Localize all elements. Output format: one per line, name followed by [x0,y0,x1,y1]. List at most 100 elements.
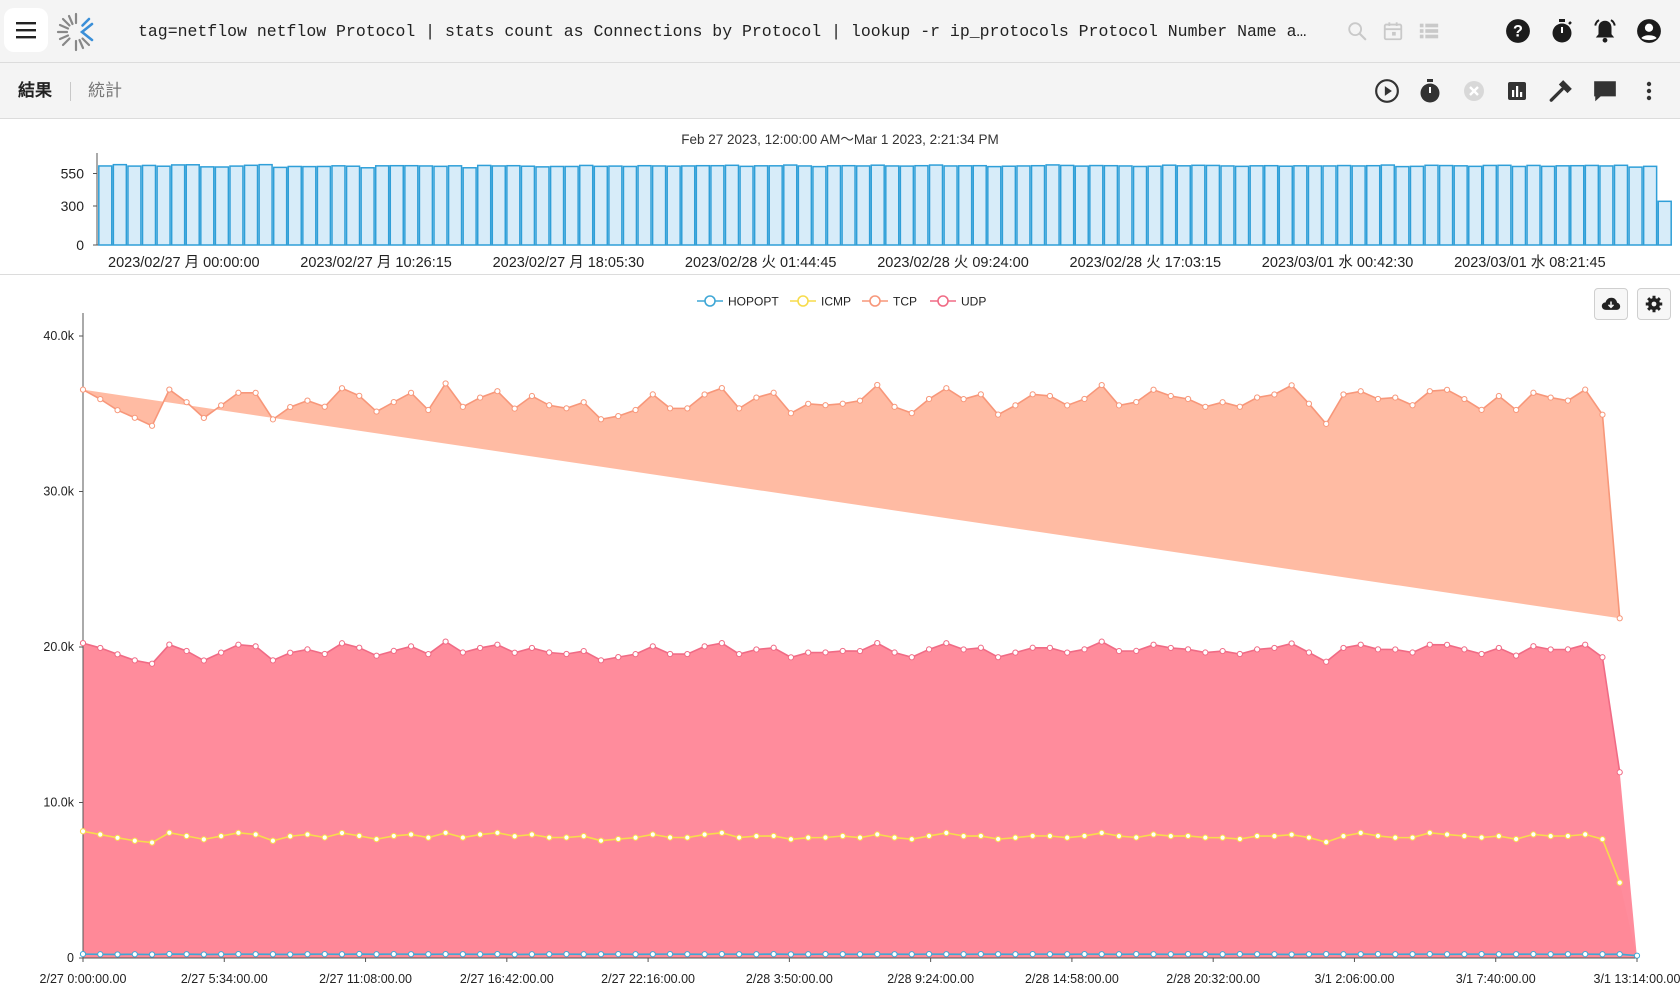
overview-bar [1205,164,1221,246]
icmp-point [477,831,484,838]
overview-bar [302,165,317,246]
hopopt-point [546,951,553,958]
overview-bar [841,164,856,246]
tcp-point [546,402,553,409]
account-icon[interactable] [1635,17,1663,45]
tcp-point [477,394,484,401]
tcp-point [701,391,708,398]
calendar-icon[interactable] [1380,18,1406,44]
overview-bar [739,165,754,246]
overview-bar [404,164,419,246]
overview-bar [1016,165,1031,246]
udp-point [356,644,363,651]
udp-point [1202,649,1209,656]
play-icon[interactable] [1372,76,1402,106]
hopopt-point [183,951,190,958]
bar-chart-icon[interactable] [1502,76,1532,106]
udp-point [425,651,432,658]
udp-point [1064,649,1071,656]
icmp-point [960,832,967,840]
icmp-point [252,831,259,838]
icmp-point [839,832,846,840]
query-text[interactable]: tag=netflow netflow Protocol | stats cou… [138,22,1308,41]
overview-bar [1409,165,1425,246]
tab-results[interactable]: 結果 [18,81,52,100]
overview-bar [272,166,288,246]
hamburger-menu-icon[interactable] [4,8,48,52]
overview-bar [666,165,681,246]
udp-point [1495,644,1502,652]
overview-histogram[interactable]: 550 300 0 2023/02/27 月 00:00:00 2023/02/27 月… [0,119,1680,274]
tab-stats[interactable]: 統計 [88,81,122,100]
hopopt-point [1582,951,1589,958]
hammer-icon[interactable] [1546,76,1576,106]
udp-point [1323,658,1330,665]
cloud-download-icon[interactable] [1594,288,1628,320]
hopopt-point [1271,951,1278,958]
udp-point [1081,646,1088,653]
udp-point [753,646,760,653]
tcp-point [1115,402,1123,409]
udp-point [390,647,397,654]
legend-marker [869,295,881,307]
hopopt-point [218,951,225,958]
hopopt-point [874,951,881,958]
tcp-point [597,416,605,423]
cancel-icon[interactable] [1459,76,1489,106]
udp-point [79,640,87,647]
hopopt-point [1046,951,1054,958]
x-tick-label: 2/27 0:00:00.00 [40,972,127,986]
overview-bar [506,164,521,246]
hopopt-point [753,951,760,958]
udp-point [1167,644,1174,652]
help-icon[interactable]: ? [1504,17,1532,45]
tcp-point [995,411,1002,418]
tcp-point [356,392,363,399]
hopopt-point [131,951,138,958]
hopopt-point [701,951,708,958]
icmp-point [995,836,1002,843]
overview-bar [1599,165,1614,246]
notifications-bell-icon[interactable] [1591,17,1619,45]
overview-bar [1045,164,1060,246]
udp-point [1409,649,1416,656]
stopwatch-icon[interactable] [1415,76,1445,106]
udp-point [442,638,449,645]
udp-point [580,647,587,655]
gravwell-logo-icon[interactable] [54,10,98,54]
udp-point [338,640,346,647]
comment-icon[interactable] [1590,76,1620,106]
hopopt-point [856,951,864,958]
icmp-point [701,831,708,838]
udp-point [563,650,570,658]
search-icon[interactable] [1344,18,1370,44]
udp-point [1392,646,1399,653]
legend-label: HOPOPT [728,295,779,309]
list-icon[interactable] [1416,18,1442,44]
udp-point [770,644,777,651]
timer-icon[interactable] [1548,17,1576,45]
overview-bar [141,164,157,246]
overview-bar [170,164,186,246]
icmp-point [597,837,605,844]
icmp-point [97,831,104,838]
tcp-point [1495,392,1502,400]
gear-icon[interactable] [1637,288,1671,320]
more-vert-icon[interactable] [1634,76,1664,106]
hopopt-point [1443,951,1451,958]
tcp-point [321,403,328,410]
overview-x-tick-label: 2023/03/01 水 00:42:30 [1262,254,1414,271]
hopopt-point [528,951,536,958]
overview-bar [1176,165,1192,246]
icmp-point [442,829,449,836]
stacked-area-chart[interactable]: 0 10.0k 20.0k 30.0k 40.0k 2/27 0:00:00.00 2/27… [0,275,1680,1001]
tcp-point [1513,406,1520,414]
tcp-point [1288,382,1295,389]
overview-bar [1001,165,1017,246]
udp-point [304,646,311,653]
tcp-point [1098,381,1105,389]
tcp-point [1564,397,1572,404]
overview-bar [1642,165,1658,246]
results-toolbar: 結果 統計 [0,63,1680,119]
icmp-point [1340,832,1347,840]
